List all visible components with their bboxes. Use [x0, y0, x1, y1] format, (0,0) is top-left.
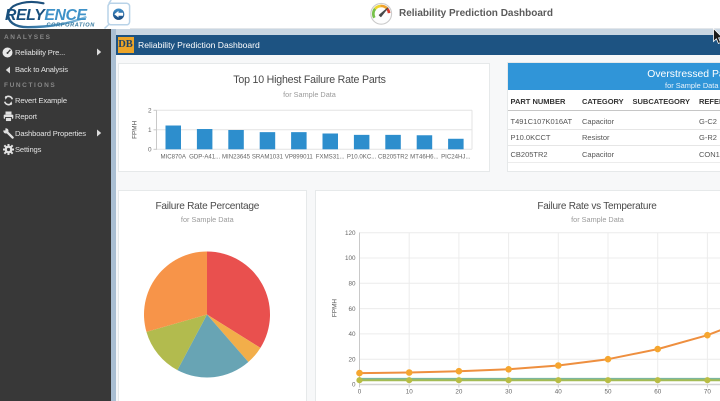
svg-text:0: 0 — [148, 146, 152, 153]
svg-text:40: 40 — [554, 388, 562, 395]
svg-text:40: 40 — [348, 331, 356, 338]
svg-text:20: 20 — [348, 356, 356, 363]
svg-text:20: 20 — [455, 388, 463, 395]
svg-text:P10.0KC...: P10.0KC... — [347, 153, 377, 160]
svg-text:FPMH: FPMH — [132, 120, 139, 138]
svg-text:60: 60 — [654, 388, 662, 395]
svg-text:MT46H6...: MT46H6... — [410, 153, 439, 160]
svg-text:80: 80 — [348, 280, 356, 287]
svg-text:CORPORATION: CORPORATION — [47, 22, 96, 28]
svg-text:2: 2 — [148, 107, 152, 114]
svg-text:0: 0 — [351, 381, 355, 388]
svg-text:RELYENCE: RELYENCE — [5, 7, 88, 24]
svg-text:SRAM1031: SRAM1031 — [252, 153, 284, 160]
svg-text:MIC870A: MIC870A — [160, 153, 186, 160]
svg-text:100: 100 — [344, 255, 355, 262]
svg-text:10: 10 — [405, 388, 413, 395]
svg-text:VP899011: VP899011 — [285, 153, 314, 160]
svg-text:1: 1 — [148, 127, 152, 134]
svg-text:MIN23645: MIN23645 — [222, 153, 251, 160]
svg-text:70: 70 — [703, 388, 711, 395]
svg-text:120: 120 — [344, 229, 355, 236]
svg-text:GDP-A41...: GDP-A41... — [189, 153, 220, 160]
svg-text:FXMS31...: FXMS31... — [316, 153, 345, 160]
svg-text:60: 60 — [348, 305, 356, 312]
svg-text:30: 30 — [505, 388, 513, 395]
svg-text:50: 50 — [604, 388, 612, 395]
svg-text:FPMH: FPMH — [331, 298, 338, 316]
svg-text:0: 0 — [357, 388, 361, 395]
svg-text:CB205TR2: CB205TR2 — [378, 153, 409, 160]
svg-text:PIC24HJ...: PIC24HJ... — [441, 153, 471, 160]
